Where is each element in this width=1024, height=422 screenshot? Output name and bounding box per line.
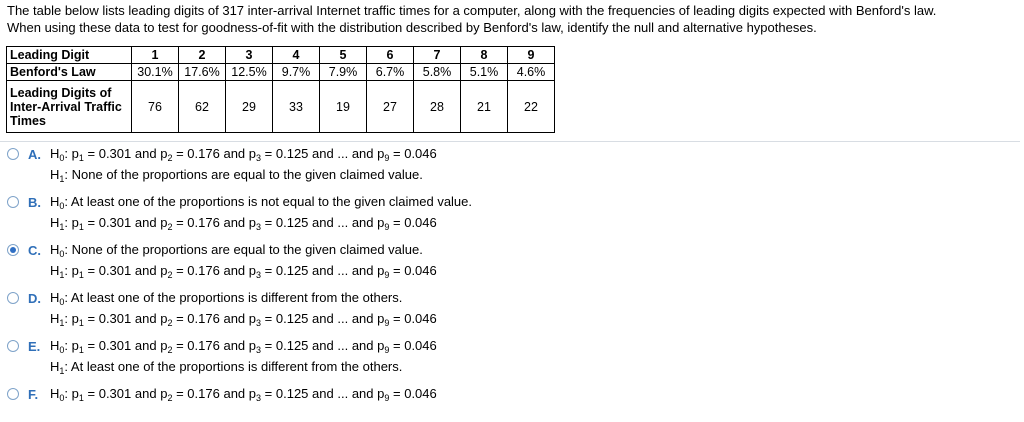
table-cell: 9	[507, 46, 555, 64]
row-header: Leading Digits of Inter-Arrival Traffic …	[6, 80, 132, 133]
table-cell: 5	[319, 46, 367, 64]
null-hypothesis: H0: p1 = 0.301 and p2 = 0.176 and p3 = 0…	[50, 338, 437, 355]
row-header: Benford's Law	[6, 63, 132, 81]
table-cell: 3	[225, 46, 273, 64]
table-cell: 9.7%	[272, 63, 320, 81]
alternative-hypothesis: H1: At least one of the proportions is d…	[50, 359, 403, 376]
alternative-hypothesis: H1: p1 = 0.301 and p2 = 0.176 and p3 = 0…	[50, 311, 437, 328]
table-cell: 6.7%	[366, 63, 414, 81]
radio-button[interactable]	[7, 292, 19, 304]
table-cell: 2	[178, 46, 226, 64]
table-cell: 8	[460, 46, 508, 64]
table-cell: 5.1%	[460, 63, 508, 81]
table-cell: 4	[272, 46, 320, 64]
option-letter: E.	[28, 339, 41, 354]
table-row: Leading Digits of Inter-Arrival Traffic …	[6, 80, 555, 133]
question-text: The table below lists leading digits of …	[7, 3, 937, 35]
divider	[0, 141, 1020, 142]
option-letter: A.	[28, 147, 41, 162]
null-hypothesis: H0: At least one of the proportions is d…	[50, 290, 403, 307]
radio-button[interactable]	[7, 196, 19, 208]
table-cell: 30.1%	[131, 63, 179, 81]
table-row: Benford's Law 30.1% 17.6% 12.5% 9.7% 7.9% 6.7%…	[6, 63, 555, 81]
table-row: Leading Digit 1 2 3 4 5 6 7 8 9	[6, 46, 555, 64]
table-cell: 22	[507, 80, 555, 133]
table-cell: 7	[413, 46, 461, 64]
alternative-hypothesis: H1: p1 = 0.301 and p2 = 0.176 and p3 = 0…	[50, 263, 437, 280]
benford-table: Leading Digit 1 2 3 4 5 6 7 8 9 Benford's Law 30.1%…	[6, 46, 555, 133]
alternative-hypothesis: H1: None of the proportions are equal to…	[50, 167, 423, 184]
option-letter: B.	[28, 195, 41, 210]
table-cell: 7.9%	[319, 63, 367, 81]
table-cell: 5.8%	[413, 63, 461, 81]
alternative-hypothesis: H1: p1 = 0.301 and p2 = 0.176 and p3 = 0…	[50, 215, 437, 232]
table-cell: 1	[131, 46, 179, 64]
radio-button[interactable]	[7, 388, 19, 400]
null-hypothesis: H0: At least one of the proportions is n…	[50, 194, 473, 211]
table-cell: 19	[319, 80, 367, 133]
table-cell: 21	[460, 80, 508, 133]
table-cell: 12.5%	[225, 63, 273, 81]
radio-button[interactable]	[7, 148, 19, 160]
null-hypothesis: H0: p1 = 0.301 and p2 = 0.176 and p3 = 0…	[50, 386, 437, 403]
table-cell: 62	[178, 80, 226, 133]
option-letter: F.	[28, 387, 39, 402]
table-cell: 6	[366, 46, 414, 64]
table-cell: 33	[272, 80, 320, 133]
option-letter: D.	[28, 291, 41, 306]
radio-button[interactable]	[7, 244, 19, 256]
table-cell: 28	[413, 80, 461, 133]
table-cell: 29	[225, 80, 273, 133]
option-letter: C.	[28, 243, 41, 258]
table-cell: 27	[366, 80, 414, 133]
table-cell: 4.6%	[507, 63, 555, 81]
radio-button[interactable]	[7, 340, 19, 352]
table-cell: 76	[131, 80, 179, 133]
table-cell: 17.6%	[178, 63, 226, 81]
row-header: Leading Digit	[6, 46, 132, 64]
null-hypothesis: H0: None of the proportions are equal to…	[50, 242, 423, 259]
null-hypothesis: H0: p1 = 0.301 and p2 = 0.176 and p3 = 0…	[50, 146, 437, 163]
